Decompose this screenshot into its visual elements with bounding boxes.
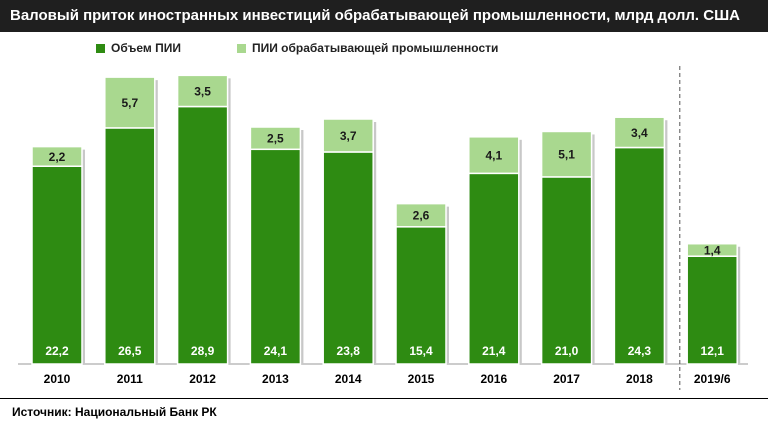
source-note: Источник: Национальный Банк РК xyxy=(12,405,217,419)
data-label-manufacturing-fdi: 3,7 xyxy=(340,129,357,143)
x-tick-label: 2018 xyxy=(626,372,653,386)
legend-label-total-fdi: Объем ПИИ xyxy=(111,41,181,55)
legend-label-manufacturing-fdi: ПИИ обрабатывающей промышленности xyxy=(251,41,499,55)
bar-total-fdi xyxy=(540,176,593,365)
bar-total-fdi xyxy=(176,105,229,365)
bar-total-fdi xyxy=(686,255,738,365)
x-tick-label: 2016 xyxy=(480,372,507,386)
bar-total-fdi xyxy=(104,127,156,365)
x-tick-label: 2017 xyxy=(553,372,580,386)
bar-manufacturing-fdi xyxy=(31,145,83,167)
x-tick-label: 2014 xyxy=(335,372,362,386)
data-label-manufacturing-fdi: 2,5 xyxy=(267,132,284,146)
data-label-total-fdi: 26,5 xyxy=(118,344,142,358)
bar-total-fdi xyxy=(613,146,666,365)
bar-manufacturing-fdi xyxy=(686,242,738,257)
bar-chart: 22,2 2,2 2010 26,5 5,7 2011 28,9 3,5 2012 24,1 2,5… xyxy=(18,66,748,390)
data-label-total-fdi: 21,0 xyxy=(555,344,579,358)
bar-manufacturing-fdi xyxy=(395,202,447,228)
bar-manufacturing-fdi xyxy=(104,76,156,129)
bar-manufacturing-fdi xyxy=(468,136,520,175)
data-label-total-fdi: 24,1 xyxy=(264,344,288,358)
legend-swatch-dark-green xyxy=(96,43,105,53)
data-label-total-fdi: 22,2 xyxy=(45,344,69,358)
bar-manufacturing-fdi xyxy=(176,74,229,108)
bar-total-fdi xyxy=(249,148,302,365)
x-tick-label: 2011 xyxy=(117,372,143,386)
data-label-manufacturing-fdi: 2,2 xyxy=(49,150,66,164)
bar-total-fdi xyxy=(468,172,520,365)
data-label-total-fdi: 21,4 xyxy=(482,344,506,358)
data-label-total-fdi: 12,1 xyxy=(701,344,725,358)
bar-manufacturing-fdi xyxy=(322,118,374,153)
data-label-manufacturing-fdi: 5,7 xyxy=(121,96,138,110)
legend: Объем ПИИ ПИИ обрабатывающей промышленно… xyxy=(96,41,498,55)
chart-title: Валовый приток иностранных инвестиций об… xyxy=(0,0,768,32)
bar-total-fdi xyxy=(31,165,83,365)
bar-total-fdi xyxy=(322,151,374,365)
legend-item-manufacturing-fdi: ПИИ обрабатывающей промышленности xyxy=(236,41,499,55)
x-tick-label: 2013 xyxy=(262,372,289,386)
data-label-manufacturing-fdi: 4,1 xyxy=(485,149,502,163)
footer-divider xyxy=(0,398,768,399)
x-tick-label: 2012 xyxy=(189,372,216,386)
data-label-manufacturing-fdi: 1,4 xyxy=(704,243,721,257)
bar-manufacturing-fdi xyxy=(613,116,666,149)
x-tick-label: 2010 xyxy=(44,372,71,386)
bar-manufacturing-fdi xyxy=(540,130,593,178)
data-label-total-fdi: 28,9 xyxy=(191,344,215,358)
data-label-manufacturing-fdi: 2,6 xyxy=(413,209,430,223)
data-label-manufacturing-fdi: 3,4 xyxy=(631,126,648,140)
data-label-manufacturing-fdi: 3,5 xyxy=(194,84,211,98)
x-tick-label: 2015 xyxy=(408,372,435,386)
data-label-total-fdi: 15,4 xyxy=(409,344,433,358)
legend-item-total-fdi: Объем ПИИ xyxy=(96,41,181,55)
legend-swatch-light-green xyxy=(236,43,246,53)
data-label-total-fdi: 24,3 xyxy=(628,344,652,358)
bar-manufacturing-fdi xyxy=(249,126,302,151)
x-tick-label: 2019/6 xyxy=(694,372,731,386)
data-label-manufacturing-fdi: 5,1 xyxy=(558,148,575,162)
data-label-total-fdi: 23,8 xyxy=(337,344,361,358)
